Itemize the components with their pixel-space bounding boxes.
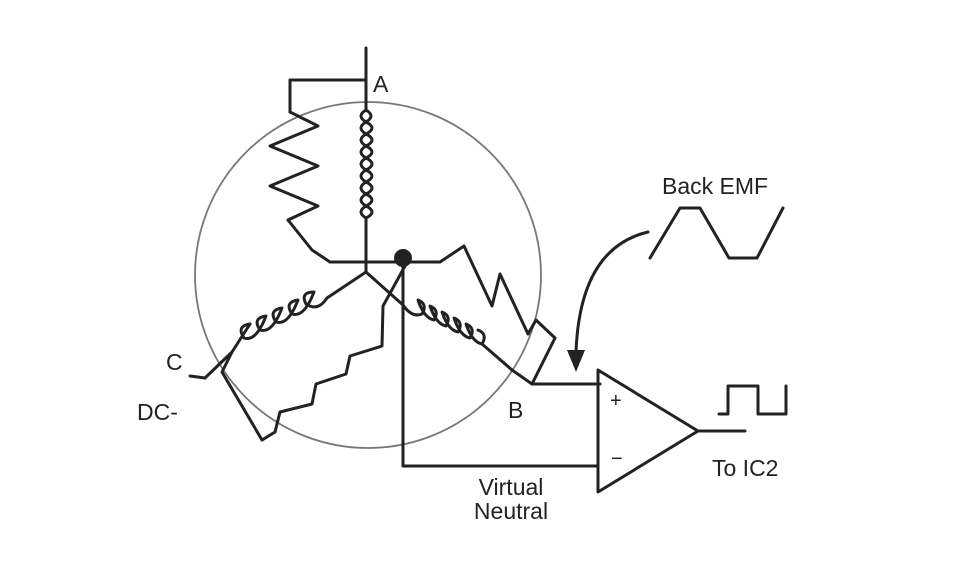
plus-input-label: + xyxy=(610,390,622,412)
back-emf-label: Back EMF xyxy=(662,173,769,199)
virtual-line1: Virtual xyxy=(478,474,544,500)
phase-b-label: B xyxy=(508,397,524,423)
minus-input-label: − xyxy=(611,448,623,470)
phase-c-winding xyxy=(188,264,407,442)
star-junction-wires xyxy=(325,260,442,307)
back-emf-waveform xyxy=(648,206,785,260)
square-wave-output xyxy=(717,384,788,416)
to-ic2-label: To IC2 xyxy=(712,455,779,481)
phase-b-winding xyxy=(401,244,602,386)
virtual-neutral-label: Virtual Neutral xyxy=(456,475,566,523)
dc-minus-label: DC- xyxy=(137,399,178,425)
virtual-neutral-wire xyxy=(401,260,600,468)
phase-a-label: A xyxy=(373,71,389,97)
back-emf-arrowhead xyxy=(567,350,585,372)
phase-c-label: C xyxy=(166,349,183,375)
neutral-node-dot xyxy=(394,249,412,267)
virtual-line2: Neutral xyxy=(473,498,549,525)
comparator-opamp xyxy=(596,368,700,494)
back-emf-arrow xyxy=(574,230,650,354)
motor-rotor-circle xyxy=(194,101,542,449)
phase-a-winding xyxy=(268,46,374,274)
